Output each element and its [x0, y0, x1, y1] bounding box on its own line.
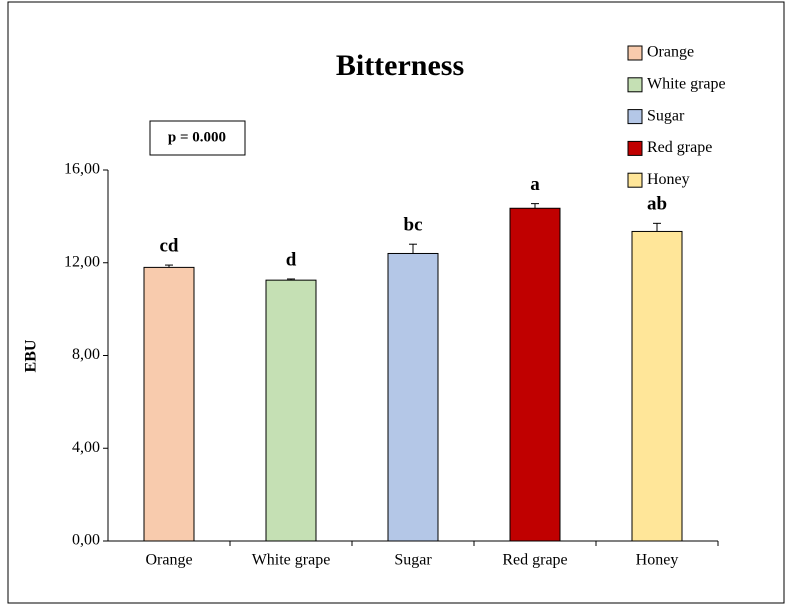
bar: [631, 230, 683, 542]
legend-swatch: [627, 172, 643, 188]
legend-swatch: [627, 109, 643, 125]
legend-swatch: [627, 140, 643, 156]
significance-letter: a: [530, 174, 540, 195]
chart-title: Bitterness: [336, 49, 464, 82]
y-tick-label: 12,00: [64, 253, 100, 270]
significance-letter: bc: [404, 215, 423, 236]
bar: [143, 266, 195, 542]
annotation-box: [149, 120, 246, 156]
significance-letter: cd: [160, 235, 179, 256]
legend-label: Red grape: [647, 139, 712, 156]
x-tick-label: Honey: [636, 552, 679, 569]
bar: [265, 279, 317, 542]
legend-swatch: [627, 45, 643, 61]
x-tick-label: Orange: [145, 552, 192, 569]
legend-label: Honey: [647, 171, 690, 188]
y-tick-label: 8,00: [72, 346, 100, 363]
bar: [509, 207, 561, 542]
chart-border: [7, 1, 785, 604]
y-tick-label: 0,00: [72, 532, 100, 549]
y-tick-label: 16,00: [64, 161, 100, 178]
bar: [387, 252, 439, 542]
legend-label: Sugar: [647, 107, 685, 124]
legend-label: White grape: [647, 75, 726, 92]
y-tick-label: 4,00: [72, 439, 100, 456]
significance-letter: ab: [647, 194, 667, 215]
annotation: p = 0.000: [168, 129, 226, 145]
legend-label: Orange: [647, 44, 694, 61]
legend-swatch: [627, 77, 643, 93]
x-tick-label: Sugar: [394, 552, 432, 569]
significance-letter: d: [286, 249, 297, 270]
x-tick-label: White grape: [252, 552, 331, 569]
x-tick-label: Red grape: [502, 552, 567, 569]
y-axis-label: EBU: [23, 339, 40, 372]
